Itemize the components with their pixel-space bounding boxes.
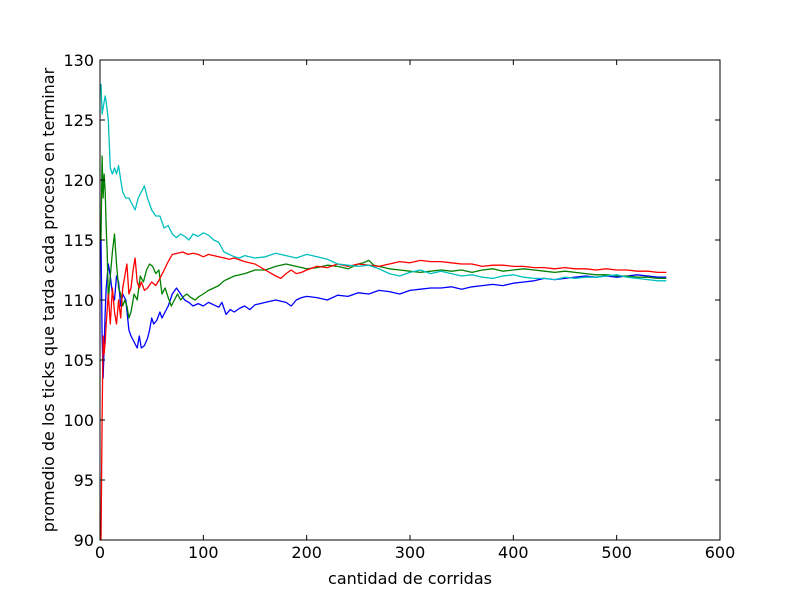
- y-tick-label: 95: [74, 471, 94, 490]
- y-tick-label: 90: [74, 531, 94, 550]
- x-tick-label: 0: [95, 543, 105, 562]
- y-axis-label: promedio de los ticks que tarda cada pro…: [39, 67, 58, 532]
- y-tick-label: 120: [63, 171, 94, 190]
- x-tick-label: 300: [395, 543, 426, 562]
- x-tick-label: 600: [705, 543, 736, 562]
- tick-layer: 0 100 200 300 400 500 600 90 95 100 105 110 115 120 12…: [63, 51, 735, 562]
- y-tick-label: 110: [63, 291, 94, 310]
- x-tick-label: 400: [498, 543, 529, 562]
- series-layer: [100, 83, 667, 541]
- y-tick-label: 115: [63, 231, 94, 250]
- y-tick-label: 125: [63, 111, 94, 130]
- x-tick-label: 100: [188, 543, 219, 562]
- x-tick-label: 500: [601, 543, 632, 562]
- series-line-1: [100, 239, 667, 379]
- series-line-3: [100, 251, 667, 541]
- y-tick-label: 100: [63, 411, 94, 430]
- series-line-4: [100, 83, 667, 282]
- series-line-2: [100, 155, 667, 319]
- x-axis-label: cantidad de corridas: [328, 569, 492, 588]
- x-tick-label: 200: [291, 543, 322, 562]
- y-tick-label: 105: [63, 351, 94, 370]
- y-tick-label: 130: [63, 51, 94, 70]
